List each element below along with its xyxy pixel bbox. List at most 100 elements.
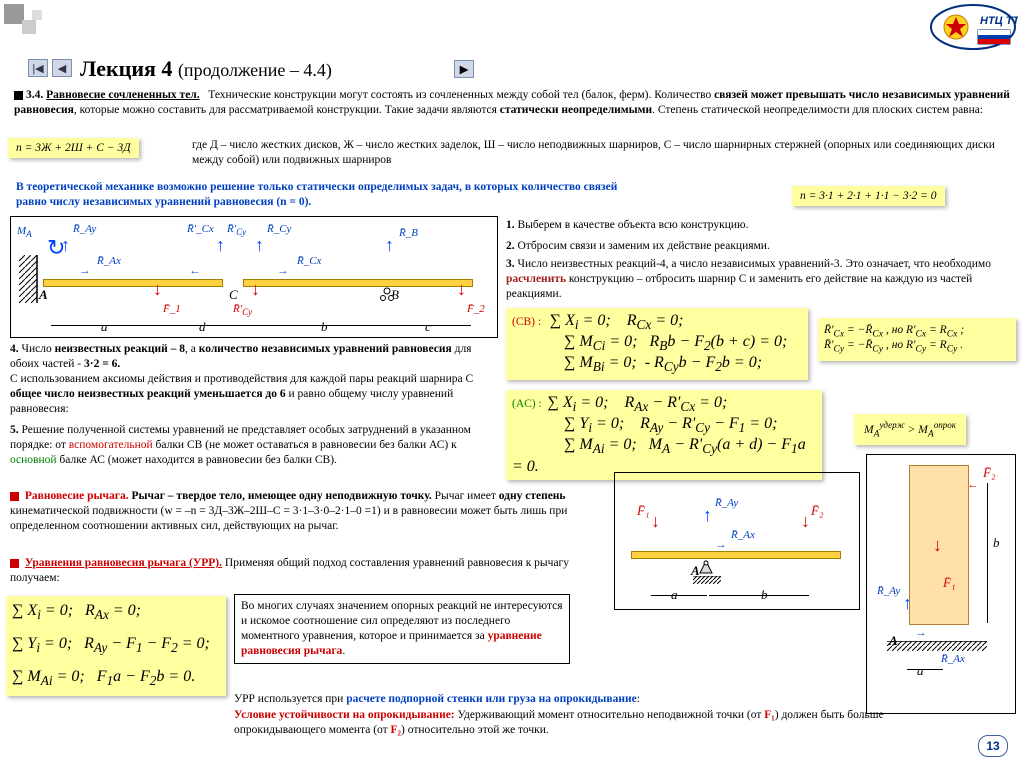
rp2: R̄'Cy = −R̄Cy , но R'Cy = RCy . — [824, 339, 963, 351]
wd-dim-b: b — [993, 535, 1000, 551]
lv1: ∑ Xi = 0; RAx = 0; — [12, 602, 141, 619]
s5r: вспомогательной — [69, 439, 153, 451]
wd-f2: ← — [967, 479, 979, 491]
lbl-RCy: R̄_Cy — [267, 223, 291, 235]
nav-first-button[interactable]: |◀ — [28, 59, 48, 77]
bt1: УРР используется при — [234, 693, 346, 705]
lever-d1: Рычаг — [129, 490, 165, 502]
arrow-RCyp-dn: ↓ — [251, 279, 260, 300]
step2: 2. Отбросим связи и заменим их действие … — [506, 239, 1014, 254]
step5: 5. Решение полученной системы уравнений … — [10, 423, 496, 468]
lever-hdr: Равновесие рычага. — [25, 490, 129, 502]
bottom-text1: УРР используется при расчете подпорной с… — [234, 692, 974, 707]
lbl-MA: MA — [17, 225, 32, 239]
nav-prev-button[interactable]: ◀ — [52, 59, 72, 77]
arrow-F2: ↓ — [457, 279, 466, 300]
intro-t2: , которые можно составить для рассматрив… — [74, 104, 500, 116]
lv-rax: → — [715, 539, 727, 551]
lever-t2: кинематической подвижности (w = –n = 3Д–… — [10, 505, 567, 532]
title-continuation: (продолжение – 4.4) — [178, 60, 332, 80]
ac3: ∑ MAi = 0; MA − R'Cy(a + d) − F1a = 0. — [512, 436, 806, 474]
lv2: ∑ Yi = 0; RAy − F1 − F2 = 0; — [12, 635, 210, 652]
s4p2: С использованием аксиомы действия и прот… — [10, 373, 473, 385]
title-main: Лекция 4 — [80, 56, 172, 81]
lbl-RB: R̄_B — [399, 227, 418, 239]
wd-lbl-f2: F̄₂ — [983, 465, 995, 481]
lv-ray: ↑ — [703, 505, 712, 526]
eq-cb-box: (CB) : ∑ Xi = 0; RCx = 0; ∑ MCi = 0; RBb… — [506, 308, 808, 380]
wall-diagram: ← F̄₂ ↓ F̄₁ b ↑ R̄_Ay → R̄_Ax A a — [866, 454, 1016, 714]
lbl-F2: F̄_2 — [467, 303, 485, 315]
formula-n-explanation: где Д – число жестких дисков, Ж – число … — [192, 138, 1012, 168]
formula-n-box: n = 3Ж + 2Ш + С − 3Д — [8, 138, 139, 158]
lbl-RCx: R̄_Cx — [297, 255, 321, 267]
formula-n-result: n = 3·1 + 2·1 + 1·1 − 3·2 = 0 — [800, 190, 937, 202]
s5t2: балки СВ (не может оставаться в равновес… — [153, 439, 457, 451]
mb-e: . — [342, 645, 345, 657]
formula-n: n = 3Ж + 2Ш + С − 3Д — [16, 142, 131, 154]
lbl-C: C — [229, 287, 238, 303]
wd-lbl-rax: R̄_Ax — [941, 653, 965, 665]
brh: Условие устойчивости на опрокидывание: — [234, 709, 455, 721]
support-B — [379, 287, 395, 301]
s4b4: общее число неизвестных реакций уменьшае… — [10, 388, 286, 400]
lever-section: Равновесие рычага. Рычаг – твердое тело,… — [10, 489, 612, 534]
wd-dim-a: a — [917, 663, 924, 679]
lbl-RCxp: R̄'_Cx — [187, 223, 214, 235]
s4t2: , а — [185, 343, 199, 355]
ac1: ∑ Xi = 0; RAx − R'Cx = 0; — [547, 394, 727, 411]
lv-lbl-rax: R̄_Ax — [731, 529, 755, 541]
ac2: ∑ Yi = 0; RAy − R'Cy − F1 = 0; — [564, 415, 777, 432]
lv-f2: ↓ — [801, 511, 810, 532]
nav-next-button[interactable]: ▶ — [454, 60, 474, 78]
s1t: Выберем в качестве объекта всю конструкц… — [515, 219, 749, 231]
wd-rax: → — [915, 627, 927, 639]
page-number: 13 — [978, 735, 1008, 757]
lv-f1: ↓ — [651, 511, 660, 532]
arrow-RCx-p: ← — [189, 265, 201, 277]
intro-b2: статически неопределимыми — [500, 104, 652, 116]
wd-ground — [887, 641, 987, 651]
lever-diagram: ↓ F̄₁ ↓ F̄₂ ↑ R̄_Ay → R̄_Ax A a b — [614, 472, 860, 610]
s3t1: Число неизвестных реакций-4, а число нез… — [515, 258, 991, 270]
moment-ineq-box: MAудерж > MAопрок — [854, 414, 966, 445]
wall-A — [19, 255, 41, 303]
step1: 1. Выберем в качестве объекта всю констр… — [506, 218, 1014, 233]
lv3: ∑ MAi = 0; F1a − F2b = 0. — [12, 668, 195, 685]
eq-lever-box: ∑ Xi = 0; RAx = 0; ∑ Yi = 0; RAy − F1 − … — [6, 596, 226, 696]
dim-b: b — [321, 319, 328, 335]
intro-t1: Технические конструкции могут состоять и… — [208, 89, 714, 101]
formula-n-calc-box: n = 3·1 + 2·1 + 1·1 − 3·2 = 0 — [792, 186, 945, 206]
s4b1: неизвестных реакций – 8 — [55, 343, 185, 355]
step4: 4. Число неизвестных реакций – 8, а коли… — [10, 342, 496, 417]
bt3: Удерживающий момент относительно неподви… — [455, 709, 765, 721]
bt5: ) относительно этой же точки. — [401, 724, 549, 736]
lever-d2: – твердое тело, имеющее — [165, 490, 299, 502]
logo-ntc: НТЦ ТТ — [928, 2, 1018, 52]
moment-ineq: MAудерж > MAопрок — [864, 424, 956, 436]
cb3: ∑ MBi = 0; - RCyb − F2b = 0; — [564, 354, 762, 371]
arrow-RCx: → — [277, 265, 289, 277]
section-num: 3.4. — [26, 89, 43, 101]
lv-support — [698, 559, 714, 575]
s5t3: балке АС (может находится в равновесии б… — [57, 454, 337, 466]
lbl-F1: F̄_1 — [163, 303, 181, 315]
lv-base — [693, 575, 721, 583]
dim-a: a — [101, 319, 108, 335]
rp1: R̄'Cx = −R̄Cx , но R'Cx = RCx ; — [824, 324, 964, 336]
lv-lbl-f2: F̄₂ — [811, 503, 823, 519]
lbl-RAy: R̄_Ay — [73, 223, 96, 235]
lbl-RAx: R̄_Ax — [97, 255, 121, 267]
eq-rprime-box: R̄'Cx = −R̄Cx , но R'Cx = RCx ; R̄'Cy = … — [818, 318, 1016, 361]
bottom-text2: Условие устойчивости на опрокидывание: У… — [234, 708, 974, 738]
dim-d: d — [199, 319, 206, 335]
bf1: F₁ — [764, 709, 774, 721]
bf2: F₂ — [391, 724, 401, 736]
arrow-RCy: ↑ — [255, 235, 264, 256]
s4b3: 3·2 = 6. — [84, 358, 120, 370]
s4b2: количество независимых уравнений равнове… — [199, 343, 452, 355]
s3b: расчленить — [506, 273, 566, 285]
wd-lbl-ray: R̄_Ay — [877, 585, 900, 597]
cb-hdr: (CB) : — [512, 316, 541, 328]
cb2: ∑ MCi = 0; RBb − F2(b + c) = 0; — [564, 333, 787, 350]
